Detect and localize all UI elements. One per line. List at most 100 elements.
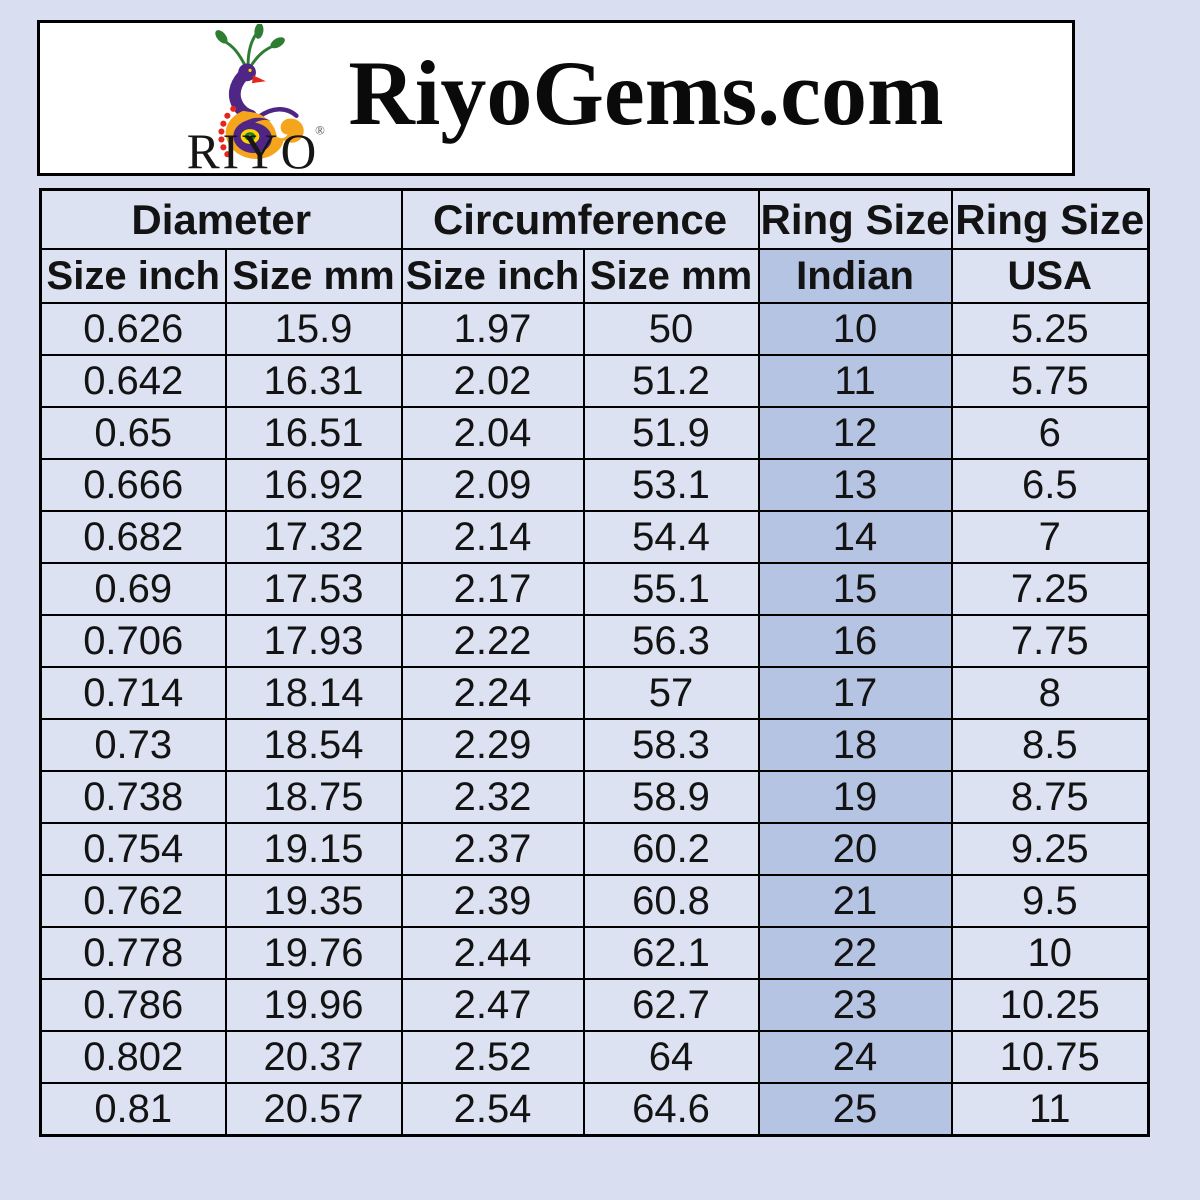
table-row: 0.65 16.51 2.04 51.9 12 6 [39, 406, 1150, 460]
table-cell: 2.04 [400, 406, 585, 460]
table-cell: 16.92 [224, 458, 403, 512]
table-cell-indian: 16 [757, 614, 953, 668]
table-cell: 5.25 [950, 302, 1150, 356]
table-cell: 6 [950, 406, 1150, 460]
table-cell: 2.14 [400, 510, 585, 564]
table-cell: 0.738 [39, 770, 227, 824]
table-cell: 2.09 [400, 458, 585, 512]
table-cell: 2.32 [400, 770, 585, 824]
table-cell: 0.626 [39, 302, 227, 356]
table-cell: 0.786 [39, 978, 227, 1032]
table-cell: 17.93 [224, 614, 403, 668]
table-cell: 2.02 [400, 354, 585, 408]
table-cell: 53.1 [582, 458, 760, 512]
table-cell: 2.44 [400, 926, 585, 980]
table-row: 0.81 20.57 2.54 64.6 25 11 [39, 1082, 1150, 1137]
table-row: 0.762 19.35 2.39 60.8 21 9.5 [39, 874, 1150, 928]
table-cell: 20.37 [224, 1030, 403, 1084]
table-cell: 0.65 [39, 406, 227, 460]
table-cell: 62.7 [582, 978, 760, 1032]
table-cell: 0.642 [39, 354, 227, 408]
table-cell-indian: 10 [757, 302, 953, 356]
table-cell-indian: 14 [757, 510, 953, 564]
table-cell-indian: 11 [757, 354, 953, 408]
table-cell: 8.5 [950, 718, 1150, 772]
table-cell: 57 [582, 666, 760, 720]
table-cell-indian: 25 [757, 1082, 953, 1137]
table-row: 0.682 17.32 2.14 54.4 14 7 [39, 510, 1150, 564]
table-cell: 19.35 [224, 874, 403, 928]
subheader-circumference-mm: Size mm [582, 248, 760, 304]
group-header-diameter: Diameter [39, 188, 403, 250]
table-cell: 51.9 [582, 406, 760, 460]
table-cell: 5.75 [950, 354, 1150, 408]
group-header-ring-size-usa: Ring Size [950, 188, 1150, 250]
table-cell: 0.762 [39, 874, 227, 928]
subheader-circumference-inch: Size inch [400, 248, 585, 304]
table-cell: 2.24 [400, 666, 585, 720]
header-banner: RIYO ® RiyoGems.com [37, 20, 1075, 179]
table-row: 0.754 19.15 2.37 60.2 20 9.25 [39, 822, 1150, 876]
table-cell: 56.3 [582, 614, 760, 668]
group-header-ring-size-indian: Ring Size [757, 188, 953, 250]
sub-header-row: Size inch Size mm Size inch Size mm Indi… [39, 248, 1150, 304]
table-cell: 0.778 [39, 926, 227, 980]
table-row: 0.626 15.9 1.97 50 10 5.25 [39, 302, 1150, 356]
table-cell: 0.69 [39, 562, 227, 616]
table-cell: 2.39 [400, 874, 585, 928]
table-row: 0.802 20.37 2.52 64 24 10.75 [39, 1030, 1150, 1084]
table-cell: 62.1 [582, 926, 760, 980]
table-cell: 16.51 [224, 406, 403, 460]
table-cell: 60.8 [582, 874, 760, 928]
table-cell: 10.25 [950, 978, 1150, 1032]
table-cell: 19.96 [224, 978, 403, 1032]
table-cell: 19.15 [224, 822, 403, 876]
table-cell: 17.32 [224, 510, 403, 564]
table-cell: 55.1 [582, 562, 760, 616]
group-header-row: Diameter Circumference Ring Size Ring Si… [39, 188, 1150, 250]
table-cell: 10 [950, 926, 1150, 980]
table-cell: 18.75 [224, 770, 403, 824]
table-cell: 2.52 [400, 1030, 585, 1084]
table-cell: 1.97 [400, 302, 585, 356]
table-cell: 0.666 [39, 458, 227, 512]
table-cell: 64 [582, 1030, 760, 1084]
table-cell: 16.31 [224, 354, 403, 408]
table-cell: 20.57 [224, 1082, 403, 1137]
table-cell: 64.6 [582, 1082, 760, 1137]
table-cell: 6.5 [950, 458, 1150, 512]
table-cell: 9.25 [950, 822, 1150, 876]
table-cell: 0.706 [39, 614, 227, 668]
ring-size-table: Diameter Circumference Ring Size Ring Si… [39, 188, 1151, 1137]
table-cell: 2.29 [400, 718, 585, 772]
table-cell: 15.9 [224, 302, 403, 356]
table-cell: 8 [950, 666, 1150, 720]
table-cell: 0.73 [39, 718, 227, 772]
table-cell: 60.2 [582, 822, 760, 876]
table-cell: 58.3 [582, 718, 760, 772]
table-cell-indian: 12 [757, 406, 953, 460]
riyo-logo: RIYO ® [168, 23, 338, 179]
page-title: RiyoGems.com [348, 42, 944, 144]
table-cell: 19.76 [224, 926, 403, 980]
table-cell: 17.53 [224, 562, 403, 616]
table-row: 0.738 18.75 2.32 58.9 19 8.75 [39, 770, 1150, 824]
table-cell-indian: 23 [757, 978, 953, 1032]
group-header-circumference: Circumference [400, 188, 760, 250]
subheader-indian: Indian [757, 248, 953, 304]
table-cell-indian: 22 [757, 926, 953, 980]
table-cell: 51.2 [582, 354, 760, 408]
table-cell: 2.17 [400, 562, 585, 616]
table-cell: 2.54 [400, 1082, 585, 1137]
table-cell-indian: 19 [757, 770, 953, 824]
table-row: 0.786 19.96 2.47 62.7 23 10.25 [39, 978, 1150, 1032]
table-row: 0.642 16.31 2.02 51.2 11 5.75 [39, 354, 1150, 408]
registered-mark: ® [316, 124, 326, 138]
table-cell-indian: 18 [757, 718, 953, 772]
table-cell-indian: 21 [757, 874, 953, 928]
table-cell: 7 [950, 510, 1150, 564]
table-row: 0.73 18.54 2.29 58.3 18 8.5 [39, 718, 1150, 772]
table-head: Diameter Circumference Ring Size Ring Si… [39, 188, 1150, 304]
subheader-diameter-mm: Size mm [224, 248, 403, 304]
